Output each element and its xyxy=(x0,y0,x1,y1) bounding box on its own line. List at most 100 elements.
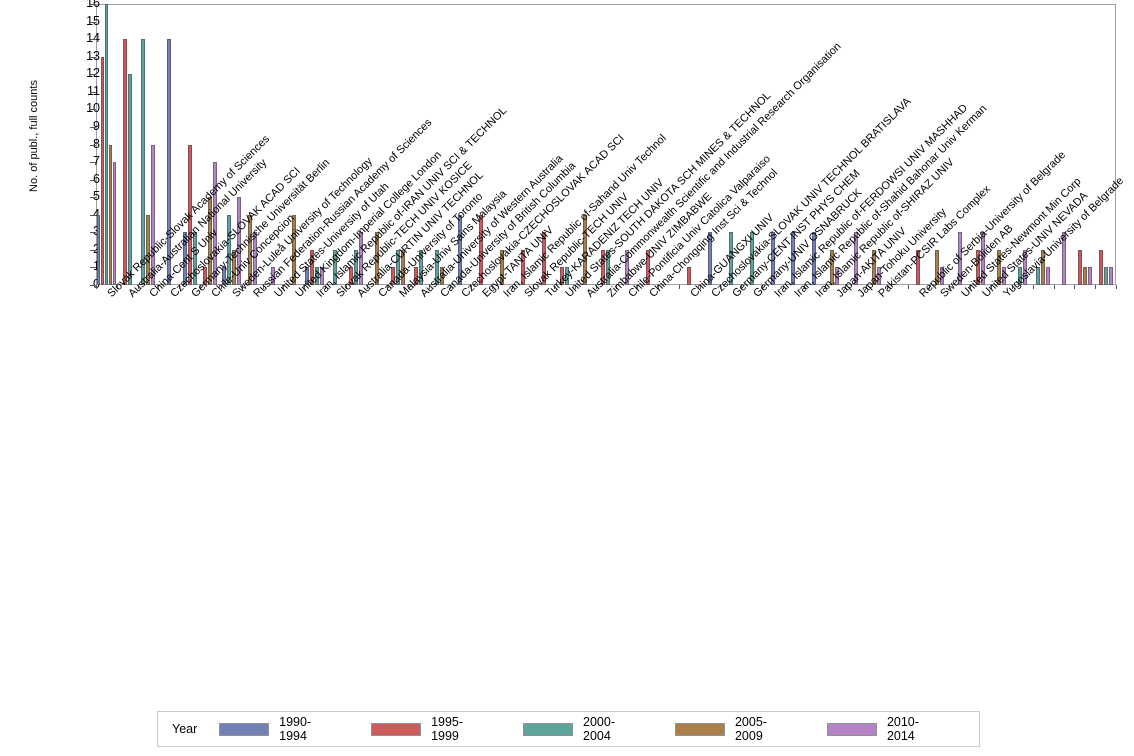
x-tick-mark xyxy=(803,285,805,289)
x-tick-mark xyxy=(699,285,701,289)
bar xyxy=(127,74,132,285)
bar xyxy=(226,214,231,285)
x-tick-mark xyxy=(616,285,618,289)
bar xyxy=(541,232,546,285)
bar xyxy=(203,267,208,285)
bar-group xyxy=(908,4,929,285)
legend-label: 2010-2014 xyxy=(886,715,919,743)
bar-group xyxy=(554,4,575,285)
bar xyxy=(624,249,629,285)
bar-group xyxy=(866,4,887,285)
legend-label: 1995-1999 xyxy=(431,715,464,743)
legend-item[interactable]: 2005-2009 xyxy=(675,715,791,743)
bar-group xyxy=(720,4,741,285)
x-tick-mark xyxy=(845,285,847,289)
legend: Year 1990-1994 1995-1999 2000-2004 2005-200… xyxy=(157,711,980,747)
legend-item[interactable]: 1990-1994 xyxy=(219,715,335,743)
plot-area-frame xyxy=(96,4,1116,285)
x-tick-mark xyxy=(387,285,389,289)
y-tick-mark xyxy=(90,4,96,5)
bar xyxy=(559,267,564,285)
bar xyxy=(520,249,525,285)
bar-group xyxy=(387,4,408,285)
x-tick-mark xyxy=(200,285,202,289)
bar-group xyxy=(221,4,242,285)
legend-swatch xyxy=(523,722,574,736)
x-tick-mark xyxy=(595,285,597,289)
bar-group xyxy=(429,4,450,285)
bar-group xyxy=(741,4,762,285)
bar-group xyxy=(471,4,492,285)
x-tick-mark xyxy=(970,285,972,289)
legend-swatch xyxy=(219,722,270,736)
bar xyxy=(1022,249,1027,285)
x-tick-mark xyxy=(720,285,722,289)
bar xyxy=(151,144,156,285)
bar xyxy=(354,249,359,285)
bar xyxy=(96,214,100,285)
x-tick-mark xyxy=(1116,285,1117,289)
bar xyxy=(770,232,775,285)
x-tick-mark xyxy=(116,285,118,289)
bar-group xyxy=(325,4,346,285)
bar xyxy=(291,214,296,285)
bar xyxy=(601,249,606,285)
bar xyxy=(108,144,113,285)
x-tick-mark xyxy=(553,285,555,289)
bar xyxy=(315,267,320,285)
bar xyxy=(687,267,692,285)
legend-item[interactable]: 2000-2004 xyxy=(523,715,639,743)
bar-group xyxy=(138,4,159,285)
y-tick-label: 14 xyxy=(86,31,100,46)
bar-group xyxy=(492,4,513,285)
legend-item[interactable]: 1995-1999 xyxy=(371,715,487,743)
bar-group xyxy=(700,4,721,285)
bar xyxy=(310,249,315,285)
legend-item[interactable]: 2010-2014 xyxy=(827,715,943,743)
bar xyxy=(187,144,192,285)
x-tick-mark xyxy=(928,285,930,289)
bar xyxy=(1002,267,1006,285)
legend-label: 1990-1994 xyxy=(279,715,312,743)
x-tick-mark xyxy=(429,285,431,289)
bar xyxy=(479,214,484,285)
x-tick-mark xyxy=(512,285,514,289)
bar xyxy=(1017,267,1022,285)
bar xyxy=(830,249,835,285)
bar xyxy=(1108,267,1113,285)
bar xyxy=(349,267,354,285)
x-tick-mark xyxy=(345,285,347,289)
bar xyxy=(749,232,754,285)
x-tick-mark xyxy=(96,285,97,289)
bar xyxy=(564,267,569,285)
legend-swatch xyxy=(827,722,877,736)
bar xyxy=(146,214,151,285)
bar xyxy=(1103,267,1108,285)
x-tick-mark xyxy=(470,285,472,289)
bar-group xyxy=(408,4,429,285)
x-tick-mark xyxy=(824,285,826,289)
x-tick-mark xyxy=(1011,285,1013,289)
bar xyxy=(247,214,252,285)
y-tick-label: 8 xyxy=(93,136,100,151)
y-tick-mark xyxy=(90,21,96,23)
bar-group xyxy=(1095,4,1116,285)
legend-label: 2000-2004 xyxy=(583,715,616,743)
bar xyxy=(270,267,275,285)
bar xyxy=(812,232,817,285)
bar xyxy=(434,249,439,285)
bar-group xyxy=(596,4,617,285)
y-tick-label: 13 xyxy=(86,48,100,63)
bar-group xyxy=(304,4,325,285)
bar xyxy=(728,232,733,285)
y-tick-mark xyxy=(90,91,96,93)
bar xyxy=(395,249,400,285)
bar-group xyxy=(512,4,533,285)
bar-group xyxy=(367,4,388,285)
bar xyxy=(231,249,236,285)
bar xyxy=(1046,267,1051,285)
x-tick-mark xyxy=(137,285,139,289)
x-tick-mark xyxy=(678,285,680,289)
x-tick-mark xyxy=(449,285,451,289)
x-tick-mark xyxy=(304,285,306,289)
